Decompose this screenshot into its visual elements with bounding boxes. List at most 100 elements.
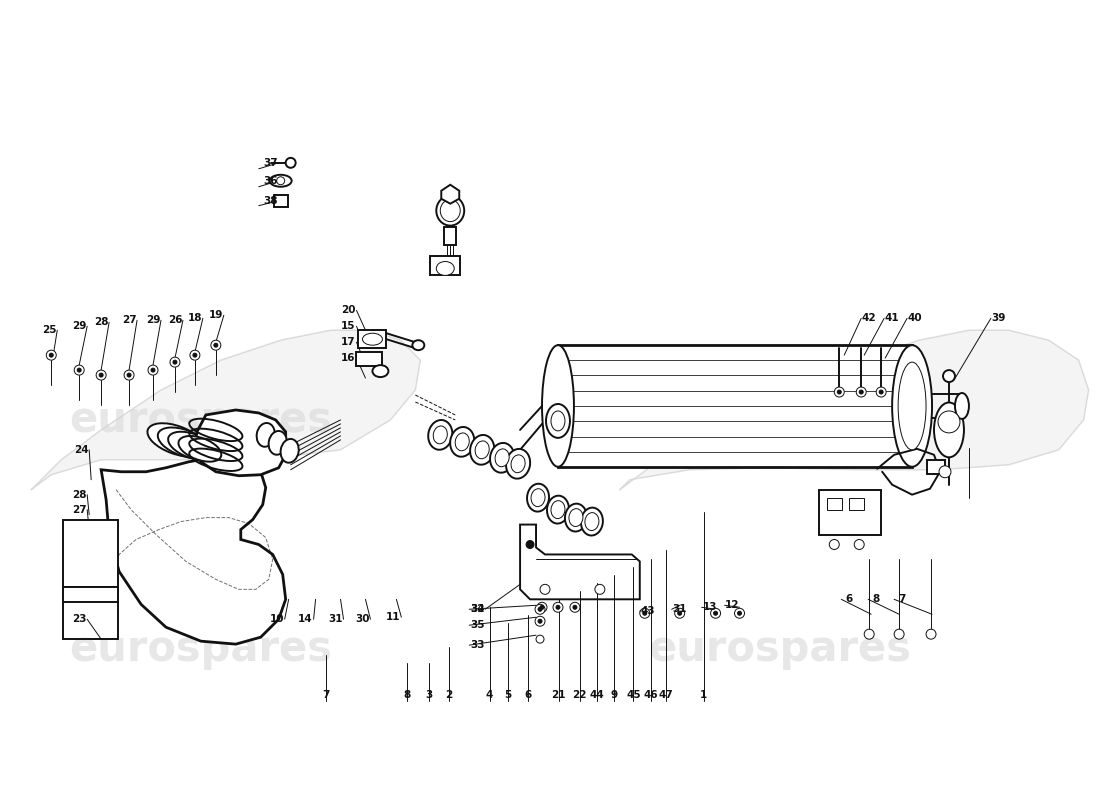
Ellipse shape <box>547 496 569 523</box>
Circle shape <box>894 630 904 639</box>
Text: 7: 7 <box>899 594 905 604</box>
Text: 29: 29 <box>146 315 161 326</box>
Ellipse shape <box>955 393 969 419</box>
Circle shape <box>151 368 155 372</box>
Text: 43: 43 <box>640 606 656 616</box>
Text: 23: 23 <box>72 614 87 624</box>
Circle shape <box>211 340 221 350</box>
Ellipse shape <box>428 420 452 450</box>
Text: 19: 19 <box>209 310 223 320</box>
Text: 8: 8 <box>872 594 880 604</box>
Ellipse shape <box>531 489 544 506</box>
Text: 5: 5 <box>505 690 512 700</box>
Text: 45: 45 <box>626 690 640 700</box>
Circle shape <box>855 539 865 550</box>
Ellipse shape <box>256 423 275 446</box>
Circle shape <box>674 608 684 618</box>
Bar <box>444 226 456 245</box>
Text: 8: 8 <box>404 690 411 700</box>
Circle shape <box>173 360 177 364</box>
Ellipse shape <box>268 431 287 454</box>
Text: 38: 38 <box>264 196 278 206</box>
Text: 39: 39 <box>992 314 1007 323</box>
Text: 41: 41 <box>884 314 900 323</box>
Circle shape <box>737 611 741 615</box>
Circle shape <box>537 602 547 612</box>
Bar <box>849 498 865 510</box>
Circle shape <box>99 373 103 377</box>
Text: 6: 6 <box>846 594 852 604</box>
Circle shape <box>46 350 56 360</box>
Circle shape <box>170 357 180 367</box>
Circle shape <box>837 390 842 394</box>
Circle shape <box>74 365 85 375</box>
Bar <box>827 498 843 510</box>
Text: 7: 7 <box>322 690 330 700</box>
Text: 46: 46 <box>644 690 658 700</box>
Ellipse shape <box>470 435 494 465</box>
Ellipse shape <box>455 433 470 450</box>
Circle shape <box>192 353 197 357</box>
Text: 11: 11 <box>386 612 400 622</box>
Polygon shape <box>31 330 420 490</box>
Ellipse shape <box>581 508 603 535</box>
Ellipse shape <box>437 262 454 275</box>
Bar <box>63 587 118 602</box>
Text: eurospares: eurospares <box>69 399 332 441</box>
Circle shape <box>77 368 81 372</box>
Text: 18: 18 <box>188 314 202 323</box>
Text: 28: 28 <box>94 318 109 327</box>
Text: 34: 34 <box>470 604 484 614</box>
Text: 40: 40 <box>908 314 923 323</box>
Polygon shape <box>441 185 459 204</box>
Circle shape <box>148 365 158 375</box>
Ellipse shape <box>892 345 932 466</box>
Bar <box>359 330 386 348</box>
Text: 24: 24 <box>74 445 88 455</box>
Ellipse shape <box>934 402 964 458</box>
Text: 31: 31 <box>328 614 343 624</box>
Ellipse shape <box>495 449 509 466</box>
Text: 13: 13 <box>702 602 717 612</box>
Circle shape <box>834 387 845 397</box>
Circle shape <box>640 608 650 618</box>
Ellipse shape <box>569 509 583 526</box>
Circle shape <box>570 602 580 612</box>
Text: 29: 29 <box>72 322 87 331</box>
Ellipse shape <box>437 196 464 226</box>
Ellipse shape <box>412 340 425 350</box>
Circle shape <box>538 607 542 611</box>
Ellipse shape <box>157 427 210 458</box>
Circle shape <box>124 370 134 380</box>
Ellipse shape <box>440 200 460 222</box>
Bar <box>927 460 945 474</box>
Polygon shape <box>619 330 1089 490</box>
Polygon shape <box>101 458 286 644</box>
Ellipse shape <box>168 432 216 460</box>
Circle shape <box>595 584 605 594</box>
Text: 9: 9 <box>610 690 617 700</box>
Text: 31: 31 <box>672 604 686 614</box>
Circle shape <box>538 619 542 623</box>
Text: 1: 1 <box>700 690 707 700</box>
Circle shape <box>556 606 560 610</box>
Text: eurospares: eurospares <box>69 628 332 670</box>
Text: 17: 17 <box>341 338 355 347</box>
Ellipse shape <box>565 504 587 531</box>
Ellipse shape <box>450 427 474 457</box>
Circle shape <box>540 606 544 610</box>
Bar <box>274 194 288 206</box>
Ellipse shape <box>527 484 549 511</box>
Ellipse shape <box>551 411 565 431</box>
Ellipse shape <box>280 439 299 462</box>
Circle shape <box>865 630 874 639</box>
Ellipse shape <box>506 449 530 478</box>
Bar <box>430 255 460 275</box>
Ellipse shape <box>433 426 448 444</box>
Circle shape <box>926 630 936 639</box>
Text: 26: 26 <box>167 315 183 326</box>
Polygon shape <box>195 410 286 476</box>
Text: 22: 22 <box>572 690 587 700</box>
Circle shape <box>642 611 647 615</box>
Circle shape <box>536 635 544 643</box>
